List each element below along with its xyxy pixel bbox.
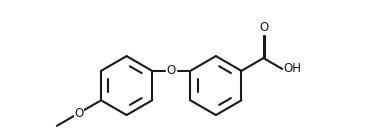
Text: O: O (74, 107, 84, 120)
Text: O: O (260, 21, 269, 34)
Text: OH: OH (284, 62, 301, 75)
Text: O: O (167, 64, 176, 77)
